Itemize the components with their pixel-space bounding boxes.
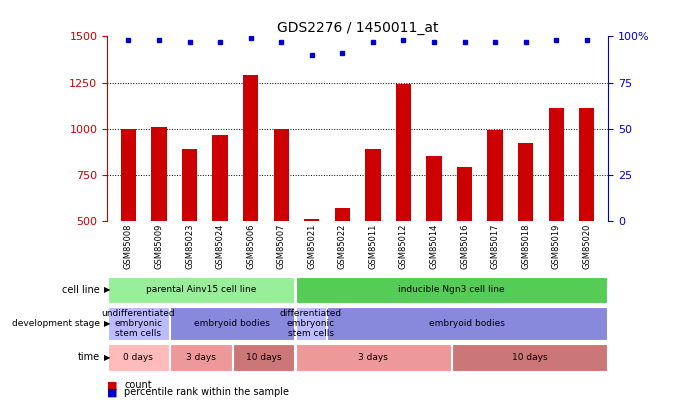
Text: GSM85011: GSM85011: [368, 224, 377, 269]
Text: GSM85006: GSM85006: [246, 224, 255, 269]
Bar: [108, 277, 294, 303]
Bar: [108, 307, 169, 340]
Text: 3 days: 3 days: [186, 353, 216, 362]
Bar: [457, 167, 472, 221]
Title: GDS2276 / 1450011_at: GDS2276 / 1450011_at: [277, 21, 438, 35]
Text: GSM85021: GSM85021: [307, 224, 316, 269]
Text: GSM85009: GSM85009: [155, 224, 164, 269]
Bar: [151, 127, 167, 221]
Text: parental Ainv15 cell line: parental Ainv15 cell line: [146, 286, 256, 294]
Text: GSM85023: GSM85023: [185, 224, 194, 269]
Bar: [487, 130, 502, 221]
Text: ▶: ▶: [104, 319, 110, 328]
Text: ▶: ▶: [104, 353, 110, 362]
Bar: [121, 129, 136, 221]
Bar: [171, 307, 294, 340]
Text: ▶: ▶: [104, 286, 110, 294]
Text: differentiated
embryonic
stem cells: differentiated embryonic stem cells: [280, 309, 341, 339]
Bar: [579, 108, 594, 221]
Bar: [108, 344, 169, 371]
Bar: [549, 108, 564, 221]
Text: GSM85014: GSM85014: [430, 224, 439, 269]
Bar: [296, 277, 607, 303]
Text: undifferentiated
embryonic
stem cells: undifferentiated embryonic stem cells: [102, 309, 176, 339]
Bar: [334, 208, 350, 221]
Bar: [274, 129, 289, 221]
Text: GSM85020: GSM85020: [583, 224, 591, 269]
Bar: [366, 149, 381, 221]
Text: GSM85007: GSM85007: [276, 224, 285, 269]
Text: embryoid bodies: embryoid bodies: [429, 319, 505, 328]
Bar: [327, 307, 607, 340]
Text: GSM85024: GSM85024: [216, 224, 225, 269]
Text: 10 days: 10 days: [512, 353, 547, 362]
Text: GSM85016: GSM85016: [460, 224, 469, 269]
Text: ■: ■: [107, 388, 117, 397]
Text: inducible Ngn3 cell line: inducible Ngn3 cell line: [398, 286, 505, 294]
Text: GSM85017: GSM85017: [491, 224, 500, 269]
Text: embryoid bodies: embryoid bodies: [194, 319, 270, 328]
Bar: [296, 307, 325, 340]
Bar: [171, 344, 231, 371]
Bar: [213, 135, 228, 221]
Bar: [426, 156, 442, 221]
Bar: [182, 149, 197, 221]
Bar: [452, 344, 607, 371]
Text: GSM85012: GSM85012: [399, 224, 408, 269]
Text: ■: ■: [107, 380, 117, 390]
Text: 0 days: 0 days: [124, 353, 153, 362]
Text: cell line: cell line: [62, 285, 100, 295]
Bar: [518, 143, 533, 221]
Text: 3 days: 3 days: [359, 353, 388, 362]
Text: GSM85022: GSM85022: [338, 224, 347, 269]
Text: GSM85008: GSM85008: [124, 224, 133, 269]
Bar: [296, 344, 451, 371]
Text: GSM85019: GSM85019: [551, 224, 560, 269]
Text: GSM85018: GSM85018: [521, 224, 530, 269]
Bar: [304, 219, 319, 221]
Bar: [233, 344, 294, 371]
Bar: [396, 84, 411, 221]
Bar: [243, 75, 258, 221]
Text: time: time: [78, 352, 100, 362]
Text: count: count: [124, 380, 152, 390]
Text: 10 days: 10 days: [246, 353, 281, 362]
Text: percentile rank within the sample: percentile rank within the sample: [124, 388, 290, 397]
Text: development stage: development stage: [12, 319, 100, 328]
